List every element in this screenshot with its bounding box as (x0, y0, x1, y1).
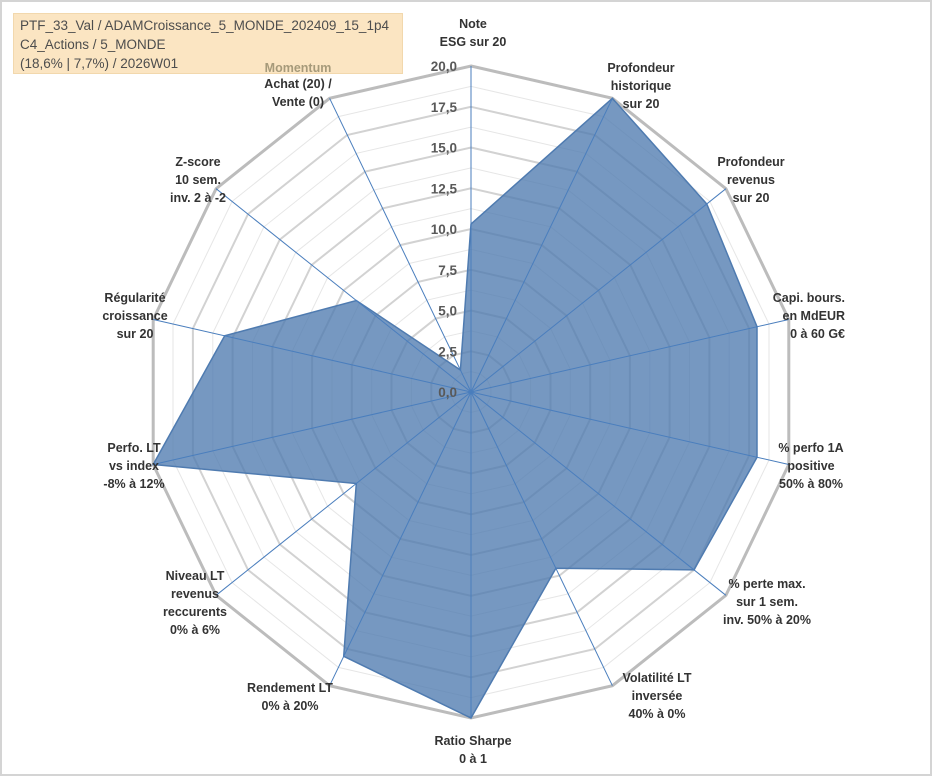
axis-label: Z-score 10 sem. inv. 2 à -2 (170, 155, 226, 205)
tick-label: 12,5 (431, 181, 458, 196)
axis-label: Capi. bours. en MdEUR 0 à 60 G€ (773, 291, 845, 341)
spoke-line (470, 391, 727, 596)
radial-ticks: 0,0 2,5 5,0 7,5 10,0 12,5 15,0 17,5 20,0 (431, 59, 458, 400)
axis-label: Achat (20) / Vente (0) (264, 77, 332, 109)
asset-class: C4_Actions / 5_MONDE (20, 37, 166, 52)
spoke-line (153, 319, 472, 393)
spoke-line (215, 391, 472, 596)
spoke-line (470, 319, 789, 393)
spoke-line (153, 391, 472, 465)
axis-label: Profondeur revenus sur 20 (717, 155, 784, 205)
tick-label: 17,5 (431, 100, 458, 115)
spoke-line (329, 98, 472, 393)
axis-label: Volatilité LT inversée 40% à 0% (623, 671, 692, 721)
portfolio-name: PTF_33_Val / ADAMCroissance_5_MONDE_2024… (20, 18, 389, 33)
axis-label: Note ESG sur 20 (440, 17, 507, 49)
tick-label: 15,0 (431, 141, 457, 156)
axis-label: Niveau LT revenus reccurents 0% à 6% (163, 569, 227, 637)
tick-label: 10,0 (431, 222, 457, 237)
portfolio-info-box: PTF_33_Val / ADAMCroissance_5_MONDE_2024… (13, 13, 403, 74)
tick-label: 5,0 (438, 304, 457, 319)
spoke-line (470, 391, 613, 686)
spoke-line (215, 188, 472, 393)
tick-label: 7,5 (438, 263, 457, 278)
axis-label: Rendement LT 0% à 20% (247, 681, 333, 713)
tick-label: 20,0 (431, 59, 457, 74)
spoke-line (470, 188, 727, 393)
radar-spokes (153, 66, 789, 718)
tick-label: 0,0 (438, 385, 457, 400)
axis-label: Perfo. LT vs index -8% à 12% (103, 441, 164, 491)
axis-label: % perte max. sur 1 sem. inv. 50% à 20% (723, 577, 811, 627)
axis-labels: Note ESG sur 20 Profondeur historique sur 20… (102, 17, 845, 766)
axis-label: Ratio Sharpe 0 à 1 (434, 734, 511, 766)
spoke-line (329, 391, 472, 686)
momentum-label: Momentum (265, 61, 332, 75)
axis-label: Profondeur historique sur 20 (607, 61, 674, 111)
spoke-line (470, 98, 613, 393)
portfolio-stats: (18,6% | 7,7%) / 2026W01 (20, 56, 179, 71)
spoke-line (470, 391, 789, 465)
tick-label: 2,5 (438, 344, 457, 359)
axis-label: % perfo 1A positive 50% à 80% (778, 441, 843, 491)
axis-label: Régularité croissance sur 20 (102, 291, 167, 341)
